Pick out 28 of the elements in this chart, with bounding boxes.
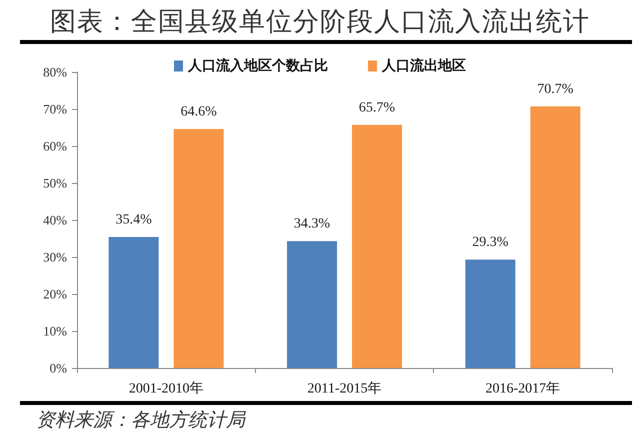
y-tick-label: 10%: [43, 324, 68, 338]
y-tick-label: 50%: [43, 176, 68, 190]
data-label: 34.3%: [294, 216, 330, 232]
y-tick-label: 70%: [43, 102, 68, 116]
bar: [465, 260, 516, 368]
chart-title: 图表：全国县级单位分阶段人口流入流出统计: [49, 6, 591, 38]
bar: [352, 124, 402, 368]
y-tick-label: 30%: [43, 250, 68, 264]
legend-label: 人口流入地区个数占比: [187, 57, 328, 74]
y-tick-label: 20%: [43, 286, 68, 302]
bar: [108, 237, 159, 368]
y-tick-label: 80%: [43, 64, 68, 80]
data-label: 65.7%: [358, 100, 396, 116]
x-tick-label: 2011-2015年: [307, 380, 382, 396]
bar: [174, 128, 224, 368]
y-tick-label: 0%: [50, 360, 68, 376]
bar: [287, 241, 337, 368]
data-label: 35.4%: [116, 212, 152, 228]
x-tick-label: 2016-2017年: [485, 380, 560, 396]
data-label: 29.3%: [472, 235, 509, 250]
bar: [530, 106, 580, 368]
y-tick-label: 40%: [43, 212, 68, 228]
data-label: 64.6%: [180, 104, 218, 120]
y-tick-label: 60%: [43, 138, 68, 154]
data-label: 70.7%: [537, 82, 574, 97]
legend-label: 人口流出地区: [381, 57, 466, 74]
x-tick-label: 2001-2010年: [128, 380, 204, 396]
text: 资料来源：各地方统计局: [36, 408, 245, 433]
